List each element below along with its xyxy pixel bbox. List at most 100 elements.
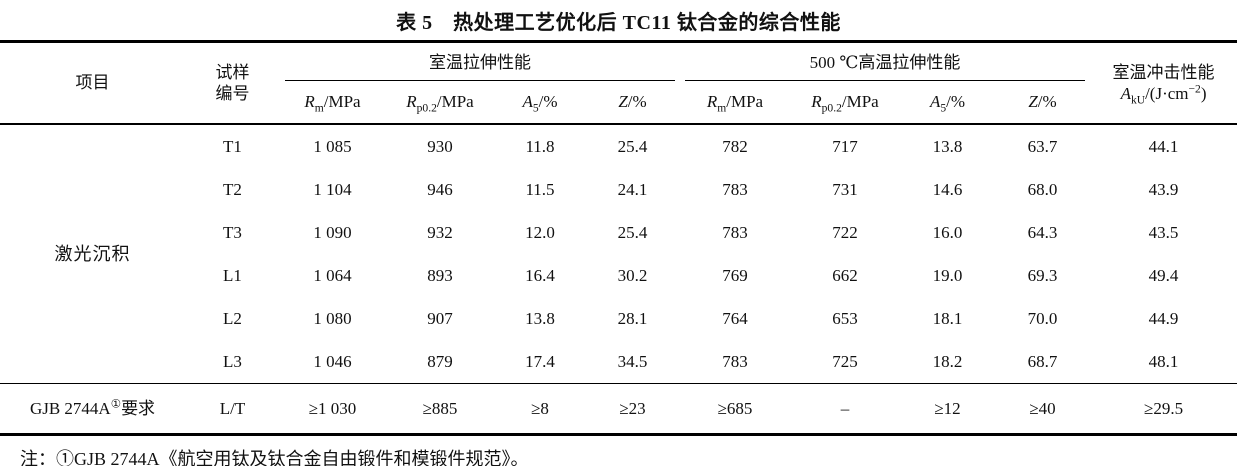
sample-id: T3 xyxy=(223,222,242,242)
value-cell: 11.5 xyxy=(525,179,555,199)
value-cell: 1 064 xyxy=(313,265,352,285)
group-header-high-temp-label: 500 ℃高温拉伸性能 xyxy=(809,52,961,72)
value-cell: 34.5 xyxy=(617,351,648,371)
requirement-value: ≥685 xyxy=(680,383,790,436)
value-cell: 946 xyxy=(427,179,453,199)
value-cell: 1 090 xyxy=(313,222,352,242)
requirement-value: – xyxy=(790,383,900,436)
subhead-rt-a5: A5/% xyxy=(495,81,585,125)
value-cell: 16.0 xyxy=(932,222,963,242)
col-header-sample-number: 试样 编号 xyxy=(185,41,280,125)
col-header-impact: 室温冲击性能 AkU/(J·cm−2) xyxy=(1090,41,1237,125)
value-cell: 653 xyxy=(832,308,858,328)
sample-header-line2: 编号 xyxy=(215,84,250,103)
value-cell: 30.2 xyxy=(617,265,648,285)
value-cell: 13.8 xyxy=(932,136,963,156)
value-cell: 24.1 xyxy=(617,179,648,199)
properties-table: 项目 试样 编号 室温拉伸性能 500 ℃高温拉伸性能 室温冲击性能 AkU/(… xyxy=(0,40,1237,436)
value-cell: 662 xyxy=(832,265,858,285)
subhead-rt-z: Z/% xyxy=(585,81,680,125)
value-cell: 25.4 xyxy=(617,222,648,242)
value-cell: 64.3 xyxy=(1027,222,1058,242)
requirement-row: GJB 2744A①要求 L/T ≥1 030 ≥885 ≥8 ≥23 ≥685… xyxy=(0,383,1237,436)
requirement-value: ≥1 030 xyxy=(280,383,385,436)
subhead-rt-rm: Rm/MPa xyxy=(280,81,385,125)
data-row-T1: 激光沉积 T1 1 085 930 11.8 25.4 782 717 13.8 63.7 44.1 xyxy=(0,124,1237,264)
value-cell: 44.9 xyxy=(1148,308,1179,328)
sample-id: L3 xyxy=(223,351,242,371)
value-cell: 783 xyxy=(722,222,748,242)
requirement-label: GJB 2744A①要求 xyxy=(0,383,185,436)
item-label: 激光沉积 xyxy=(54,243,131,264)
value-cell: 68.7 xyxy=(1027,351,1058,371)
requirement-value: ≥29.5 xyxy=(1090,383,1237,436)
subhead-ht-rm: Rm/MPa xyxy=(680,81,790,125)
group-header-room-temp-label: 室温拉伸性能 xyxy=(429,52,531,72)
value-cell: 879 xyxy=(427,351,453,371)
value-cell: 63.7 xyxy=(1027,136,1058,156)
value-cell: 12.0 xyxy=(525,222,555,242)
value-cell: 19.0 xyxy=(932,265,963,285)
value-cell: 43.9 xyxy=(1148,179,1179,199)
requirement-value: ≥12 xyxy=(900,383,995,436)
data-row-T2: T2 1 104 946 11.5 24.1 783 731 14.6 68.0 43.9 xyxy=(0,168,1237,211)
subhead-ht-z: Z/% xyxy=(995,81,1091,125)
value-cell: 1 046 xyxy=(313,351,352,371)
value-cell: 48.1 xyxy=(1148,351,1179,371)
table-footnote: 注：①GJB 2744A《航空用钛及钛合金自由锻件和模锻件规范》。 xyxy=(20,449,529,466)
value-cell: 782 xyxy=(722,136,748,156)
sample-id: T1 xyxy=(223,136,242,156)
data-row-L3: L3 1 046 879 17.4 34.5 783 725 18.2 68.7 48.1 xyxy=(0,340,1237,384)
value-cell: 69.3 xyxy=(1027,265,1058,285)
value-cell: 17.4 xyxy=(525,351,555,371)
sample-header-line1: 试样 xyxy=(215,62,250,82)
impact-header-line1: 室温冲击性能 xyxy=(1112,62,1215,82)
requirement-value: ≥885 xyxy=(385,383,495,436)
data-row-L2: L2 1 080 907 13.8 28.1 764 653 18.1 70.0 44.9 xyxy=(0,297,1237,340)
requirement-value: ≥40 xyxy=(995,383,1091,436)
group-header-high-temp-tensile: 500 ℃高温拉伸性能 xyxy=(680,42,1090,81)
value-cell: 783 xyxy=(722,351,748,371)
value-cell: 783 xyxy=(722,179,748,199)
value-cell: 25.4 xyxy=(617,136,648,156)
col-header-item: 项目 xyxy=(0,41,185,125)
value-cell: 13.8 xyxy=(525,308,555,328)
sample-id: L1 xyxy=(223,265,242,285)
value-cell: 14.6 xyxy=(932,179,963,199)
subhead-ht-a5: A5/% xyxy=(900,81,995,125)
value-cell: 68.0 xyxy=(1027,179,1058,199)
value-cell: 28.1 xyxy=(617,308,648,328)
value-cell: 44.1 xyxy=(1148,136,1179,156)
data-row-T3: T3 1 090 932 12.0 25.4 783 722 16.0 64.3 43.5 xyxy=(0,211,1237,254)
impact-header-symbol: AkU/(J·cm−2) xyxy=(1120,82,1207,107)
subhead-ht-rp02: Rp0.2/MPa xyxy=(790,81,900,125)
subhead-rt-rp02: Rp0.2/MPa xyxy=(385,81,495,125)
value-cell: 717 xyxy=(832,136,858,156)
value-cell: 16.4 xyxy=(525,265,555,285)
value-cell: 769 xyxy=(722,265,748,285)
value-cell: 1 104 xyxy=(313,179,352,199)
value-cell: 18.2 xyxy=(932,351,963,371)
value-cell: 722 xyxy=(832,222,858,242)
value-cell: 731 xyxy=(832,179,858,199)
requirement-value: ≥8 xyxy=(495,383,585,436)
value-cell: 764 xyxy=(722,308,748,328)
requirement-sample-id: L/T xyxy=(185,383,280,436)
sample-id: L2 xyxy=(223,308,242,328)
value-cell: 725 xyxy=(832,351,858,371)
value-cell: 1 085 xyxy=(313,136,352,156)
group-header-room-temp-tensile: 室温拉伸性能 xyxy=(280,42,680,81)
header-row-subheads: Rm/MPa Rp0.2/MPa A5/% Z/% Rm/MPa Rp0.2/M… xyxy=(0,81,1237,125)
value-cell: 907 xyxy=(427,308,453,328)
value-cell: 43.5 xyxy=(1148,222,1179,242)
table-title: 表 5 热处理工艺优化后 TC11 钛合金的综合性能 xyxy=(396,11,841,34)
sample-id: T2 xyxy=(223,179,242,199)
value-cell: 932 xyxy=(427,222,453,242)
value-cell: 49.4 xyxy=(1148,265,1179,285)
data-row-L1: L1 1 064 893 16.4 30.2 769 662 19.0 69.3 49.4 xyxy=(0,254,1237,297)
value-cell: 930 xyxy=(427,136,453,156)
header-row-groups: 项目 试样 编号 室温拉伸性能 500 ℃高温拉伸性能 室温冲击性能 AkU/(… xyxy=(0,41,1237,125)
requirement-value: ≥23 xyxy=(585,383,680,436)
value-cell: 893 xyxy=(427,265,453,285)
value-cell: 18.1 xyxy=(932,308,963,328)
